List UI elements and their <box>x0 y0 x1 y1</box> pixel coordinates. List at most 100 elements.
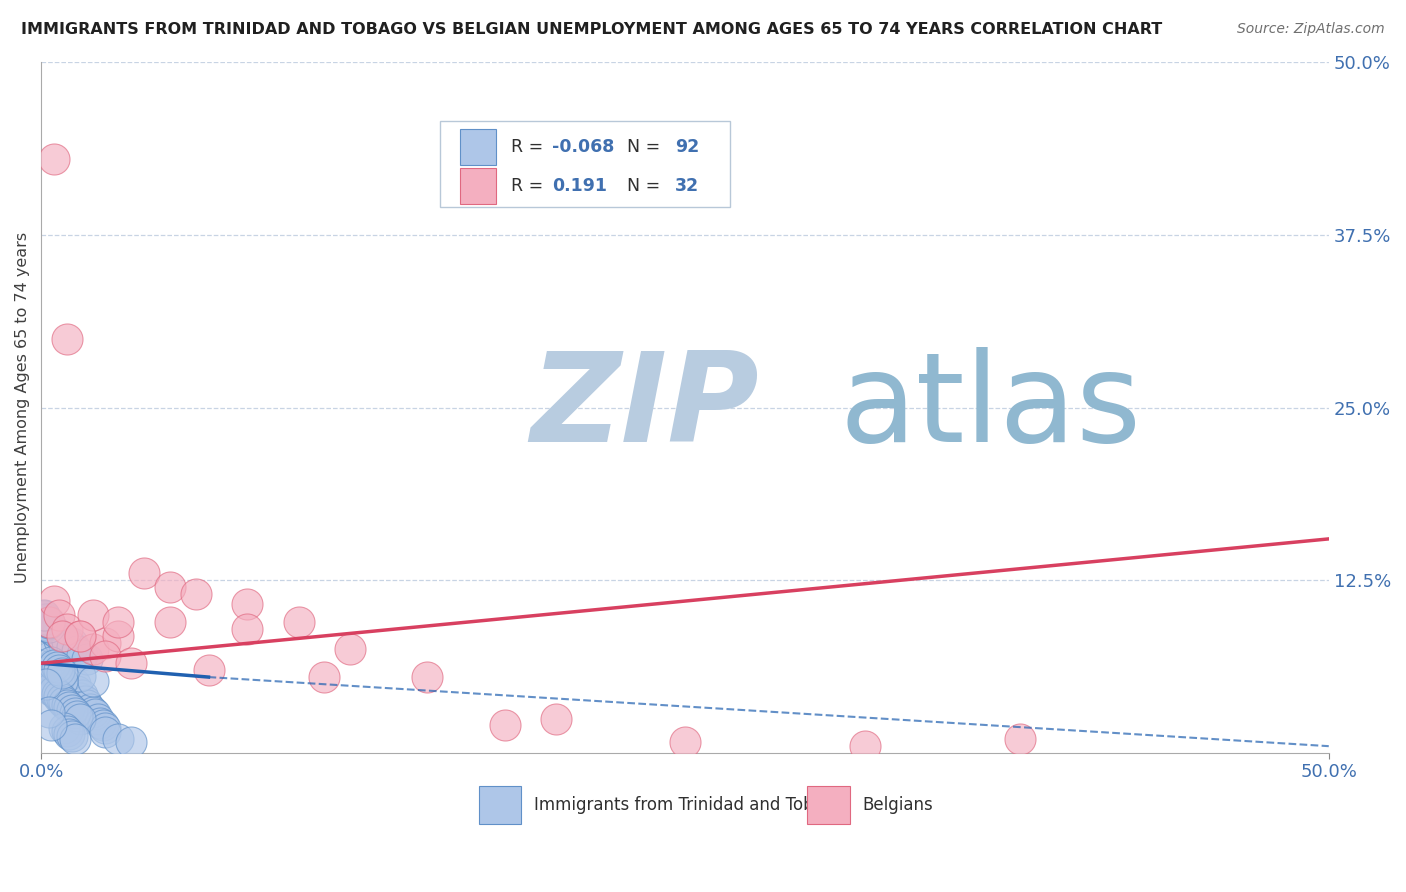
Point <box>184 587 207 601</box>
Point <box>48 690 70 704</box>
Point <box>84 707 107 722</box>
Point <box>197 663 219 677</box>
Point <box>69 690 91 705</box>
Point <box>42 624 65 639</box>
Point <box>66 684 89 698</box>
Point <box>73 693 96 707</box>
Point <box>38 615 60 629</box>
Point <box>51 630 73 644</box>
Point <box>287 615 309 629</box>
Point <box>56 698 79 712</box>
Point <box>41 622 63 636</box>
Point <box>107 629 129 643</box>
Point <box>53 637 76 651</box>
Point <box>63 732 86 747</box>
Point <box>53 721 76 735</box>
Point <box>69 669 91 683</box>
Point <box>45 687 67 701</box>
Text: ZIP: ZIP <box>530 347 759 468</box>
Point <box>120 735 142 749</box>
Point <box>94 635 117 649</box>
Point <box>32 610 55 624</box>
Point <box>32 607 55 622</box>
Point <box>69 629 91 643</box>
Point <box>32 615 55 629</box>
Point <box>51 665 73 680</box>
Point <box>79 702 101 716</box>
Point <box>60 635 83 649</box>
Point <box>51 652 73 666</box>
Point <box>853 739 876 754</box>
Bar <box>479 786 522 824</box>
Point <box>41 718 63 732</box>
Point <box>48 607 70 622</box>
Point <box>38 670 60 684</box>
Point <box>38 705 60 719</box>
Point <box>82 607 104 622</box>
Point <box>56 642 79 657</box>
Point <box>53 647 76 661</box>
Point <box>45 625 67 640</box>
Text: N =: N = <box>627 178 666 195</box>
Point <box>56 723 79 738</box>
Point <box>91 718 114 732</box>
Point <box>48 660 70 674</box>
Point <box>38 620 60 634</box>
Point <box>60 703 83 717</box>
Point <box>35 614 58 628</box>
Point <box>53 696 76 710</box>
Point <box>42 657 65 672</box>
Text: Source: ZipAtlas.com: Source: ZipAtlas.com <box>1237 22 1385 37</box>
Point <box>63 677 86 691</box>
Point <box>42 665 65 680</box>
Text: Immigrants from Trinidad and Tobago: Immigrants from Trinidad and Tobago <box>534 796 845 814</box>
Point <box>159 580 181 594</box>
Point <box>56 622 79 636</box>
Point <box>42 657 65 671</box>
Point <box>82 705 104 719</box>
Point <box>87 712 110 726</box>
Point <box>69 629 91 643</box>
Point <box>69 712 91 726</box>
Point <box>35 617 58 632</box>
Point <box>58 700 80 714</box>
Point <box>58 641 80 656</box>
Point <box>314 670 336 684</box>
Bar <box>460 128 496 164</box>
Text: IMMIGRANTS FROM TRINIDAD AND TOBAGO VS BELGIAN UNEMPLOYMENT AMONG AGES 65 TO 74 : IMMIGRANTS FROM TRINIDAD AND TOBAGO VS B… <box>21 22 1163 37</box>
Point <box>51 629 73 643</box>
Point <box>134 566 156 581</box>
Text: Belgians: Belgians <box>863 796 934 814</box>
Point <box>66 708 89 723</box>
Point <box>41 655 63 669</box>
Point <box>48 672 70 686</box>
Point <box>63 706 86 720</box>
Point <box>35 663 58 677</box>
Point <box>236 597 259 611</box>
Point <box>42 152 65 166</box>
Point <box>94 649 117 664</box>
Point <box>45 669 67 683</box>
Point <box>51 693 73 707</box>
Point <box>41 663 63 677</box>
Text: atlas: atlas <box>839 347 1142 468</box>
Point <box>48 690 70 705</box>
Point <box>60 730 83 744</box>
Point <box>35 677 58 691</box>
Point <box>42 594 65 608</box>
Text: N =: N = <box>627 137 666 155</box>
Point <box>35 619 58 633</box>
Point <box>38 629 60 643</box>
Point <box>236 622 259 636</box>
Point <box>51 674 73 689</box>
Point <box>32 609 55 624</box>
Point <box>82 642 104 657</box>
Point <box>416 670 439 684</box>
Bar <box>460 169 496 204</box>
Point <box>107 615 129 629</box>
Point <box>76 652 98 666</box>
Text: 92: 92 <box>675 137 699 155</box>
Text: 0.191: 0.191 <box>553 178 607 195</box>
Y-axis label: Unemployment Among Ages 65 to 74 years: Unemployment Among Ages 65 to 74 years <box>15 232 30 583</box>
Point <box>45 665 67 680</box>
